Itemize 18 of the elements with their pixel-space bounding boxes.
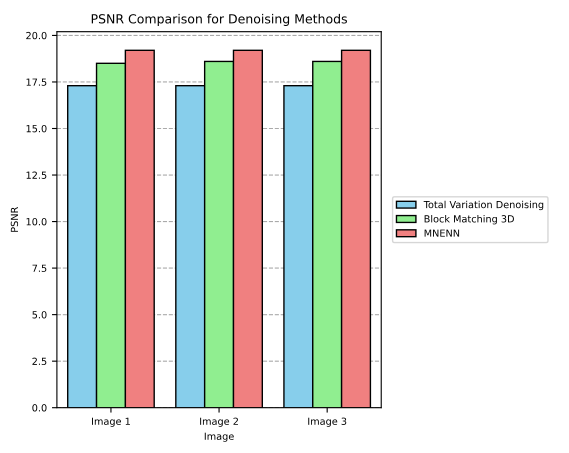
y-tick-label: 15.0 [26,124,47,132]
legend-label: MNENN [424,230,460,237]
y-tick-label: 20.0 [26,32,47,40]
y-tick-label: 0.0 [32,404,47,412]
x-axis-title: Image [204,432,234,442]
y-tick-label: 10.0 [26,218,47,226]
y-tick-label: 17.5 [26,78,46,86]
legend-label: Total Variation Denoising [424,200,544,210]
x-tick-label: Image 2 [200,418,238,427]
legend-label: Block Matching 3D [424,215,514,224]
x-tick-label: Image 3 [308,418,346,427]
y-tick-label: 12.5 [26,172,46,179]
y-tick-label: 2.5 [32,358,46,365]
chart-title: PSNR Comparison for Denoising Methods [92,14,347,26]
y-tick-label: 5.0 [32,311,47,318]
x-tick-label: Image 1 [92,418,130,427]
y-axis-title: PSNR [10,206,18,232]
y-tick-label: 7.5 [32,264,46,272]
